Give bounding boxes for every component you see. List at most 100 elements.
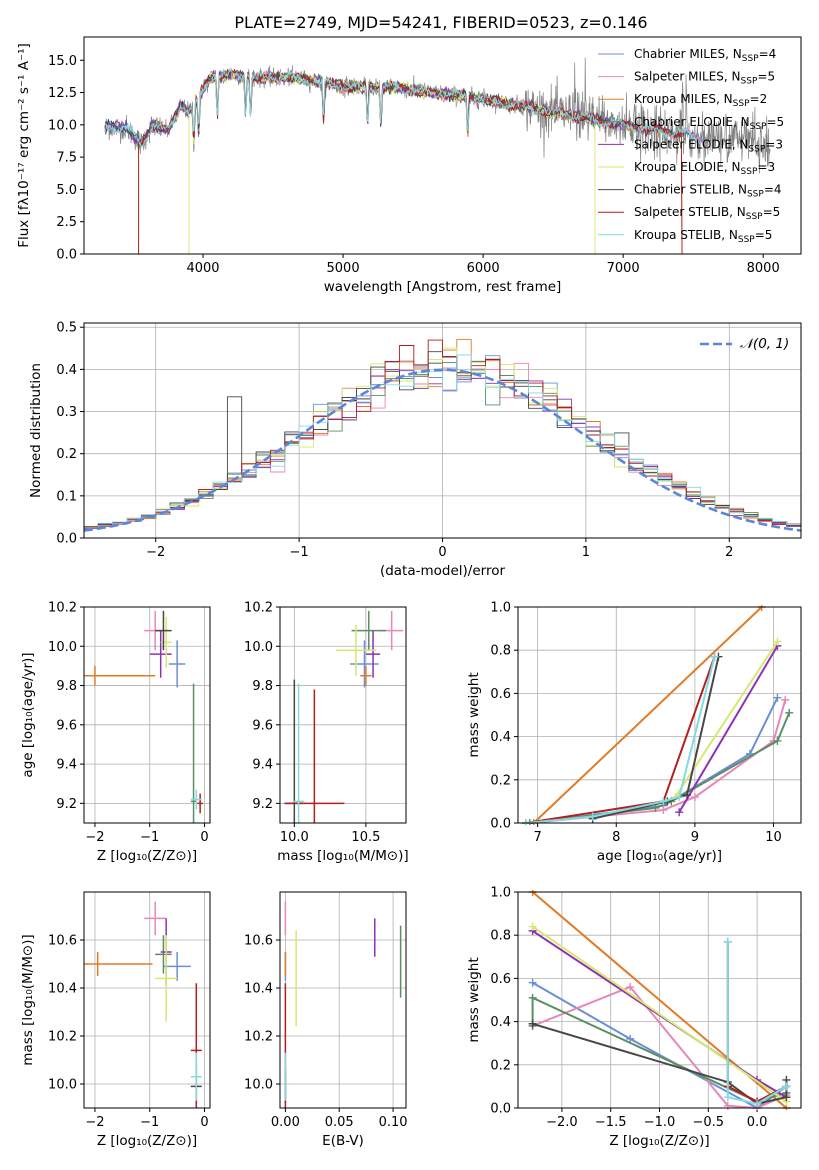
series-line	[529, 712, 791, 824]
legend-entry: Chabrier STELIB, NSSP=4	[634, 183, 782, 200]
series-point-marker	[675, 808, 684, 817]
series-point-marker	[659, 806, 668, 815]
series-point-marker	[528, 1019, 537, 1028]
x-tick-label: −2	[85, 830, 104, 845]
line-plot-area	[528, 890, 791, 1110]
y-tick-label: 0.1	[56, 489, 77, 504]
legend-count: =2	[750, 92, 768, 106]
y-tick-label: 10.0	[48, 118, 77, 133]
legend-subscript: SSP	[741, 77, 758, 87]
y-tick-label: 15.0	[48, 54, 77, 69]
legend-label: Salpeter STELIB, N	[634, 205, 746, 219]
y-axis-label: Normed distribution	[28, 363, 44, 498]
series-point-marker	[773, 736, 782, 745]
histogram-step-line	[84, 339, 801, 527]
series-point-marker	[626, 983, 635, 992]
x-tick-label: −0.5	[693, 1115, 725, 1130]
axes-frame	[83, 606, 211, 824]
y-tick-label: 0.6	[490, 687, 511, 702]
series-line	[533, 606, 763, 824]
legend-label: Kroupa MILES, N	[634, 92, 733, 106]
x-tick-label: 0.10	[379, 1115, 408, 1130]
y-tick-label: 0.5	[56, 321, 77, 336]
legend-entry: 𝒩(0, 1)	[740, 336, 789, 352]
legend-entry: Salpeter ELODIE, NSSP=3	[634, 137, 783, 154]
age-vs-metallicity-panel: −2 −1 0 9.2 9.4 9.6 9.8 10.0 10.2 Z [log₁₀(Z/Z⊙)]…	[20, 601, 211, 864]
legend-entry: Kroupa MILES, NSSP=2	[634, 92, 767, 109]
spectrum-plot-area	[104, 57, 771, 254]
y-tick-label: 10.2	[244, 1030, 273, 1045]
x-tick-label: −1	[140, 830, 159, 845]
gaussian-reference-curve	[84, 368, 801, 532]
y-tick-label: 10.4	[244, 982, 273, 997]
model-spectrum-line	[138, 69, 683, 254]
x-axis-label: mass [log₁₀(M/M⊙)]	[277, 848, 408, 864]
y-tick-label: 1.0	[490, 886, 511, 901]
x-tick-label: 10.5	[351, 830, 380, 845]
histogram-step-line	[84, 361, 801, 528]
spectrum-panel: 4000 5000 6000 7000 8000 0.0 2.5 5.0 7.5 10.0 12.5…	[16, 36, 802, 295]
x-tick-label: 8	[612, 830, 620, 845]
axes-frame	[83, 891, 211, 1109]
legend-subscript: SSP	[747, 190, 764, 200]
series-point-marker	[782, 1082, 791, 1091]
legend-subscript: SSP	[748, 144, 765, 154]
mass-vs-ebv-panel: 0.00 0.05 0.10 10.0 10.2 10.4 10.6 E(B-V)	[244, 891, 408, 1149]
series-point-marker	[659, 797, 668, 806]
histogram-plot-area	[84, 339, 801, 532]
x-axis-label: Z [log₁₀(Z/Z⊙)]	[97, 848, 197, 864]
series-point-marker	[690, 793, 699, 802]
y-tick-label: 9.6	[56, 718, 77, 733]
y-tick-label: 10.0	[244, 640, 273, 655]
y-tick-label: 2.5	[56, 215, 77, 230]
y-tick-label: 0.8	[490, 929, 511, 944]
mass-vs-metallicity-panel: −2 −1 0 10.0 10.2 10.4 10.6 Z [log₁₀(Z/Z⊙)] mass…	[20, 891, 211, 1149]
y-tick-label: 0.0	[490, 817, 511, 832]
residuals-panel: −2 −1 0 1 2 0.0 0.1 0.2 0.3 0.4 0.5 (data-model)/er…	[28, 321, 802, 579]
x-tick-label: 0	[200, 1115, 208, 1130]
x-tick-label: −2.0	[546, 1115, 578, 1130]
y-tick-label: 10.6	[48, 934, 77, 949]
series-point-marker	[710, 652, 719, 661]
model-spectrum-line	[104, 66, 701, 149]
y-tick-label: 0.4	[56, 363, 77, 378]
y-tick-label: 0.6	[490, 972, 511, 987]
scatter-plot-area	[84, 901, 202, 1108]
legend-count: =3	[757, 160, 775, 174]
x-tick-label: 5000	[327, 261, 360, 276]
x-tick-label: 8000	[747, 261, 780, 276]
y-tick-label: 1.0	[490, 601, 511, 616]
x-axis-label: E(B-V)	[322, 1133, 364, 1149]
series-line	[678, 645, 779, 813]
series-point-marker	[588, 812, 597, 821]
legend-entry: Chabrier ELODIE, NSSP=5	[634, 115, 784, 132]
legend-subscript: SSP	[738, 235, 755, 245]
x-tick-label: 10	[765, 830, 782, 845]
y-tick-label: 0.2	[490, 1058, 511, 1073]
x-axis-label: (data-model)/error	[380, 563, 506, 579]
x-tick-label: −1.0	[644, 1115, 676, 1130]
axes-frame	[517, 606, 802, 824]
x-axis-label: age [log₁₀(age/yr)]	[597, 848, 722, 864]
age-vs-mass-panel: 10.0 10.5 9.2 9.4 9.6 9.8 10.0 10.2 mass [log₁₀(…	[244, 601, 409, 865]
legend-subscript: SSP	[741, 167, 758, 177]
legend-count: =5	[766, 115, 784, 129]
legend-subscript: SSP	[750, 122, 767, 132]
series-line	[726, 941, 787, 1105]
legend-count: =5	[755, 228, 773, 242]
y-tick-label: 0.3	[56, 405, 77, 420]
x-tick-label: −1	[140, 1115, 159, 1130]
legend-label: Salpeter MILES, N	[634, 70, 741, 84]
y-tick-label: 10.4	[48, 982, 77, 997]
y-tick-label: 9.2	[252, 797, 273, 812]
series-point-marker	[528, 922, 537, 931]
line-plot-area	[521, 605, 794, 825]
series-point-marker	[528, 993, 537, 1002]
figure-title: PLATE=2749, MJD=54241, FIBERID=0523, z=0…	[234, 13, 647, 32]
series-point-marker	[651, 803, 660, 812]
legend-count: =3	[765, 137, 783, 151]
axes-frame	[83, 322, 802, 539]
legend-label: Kroupa ELODIE, N	[634, 160, 741, 174]
axes-frame	[83, 36, 802, 255]
